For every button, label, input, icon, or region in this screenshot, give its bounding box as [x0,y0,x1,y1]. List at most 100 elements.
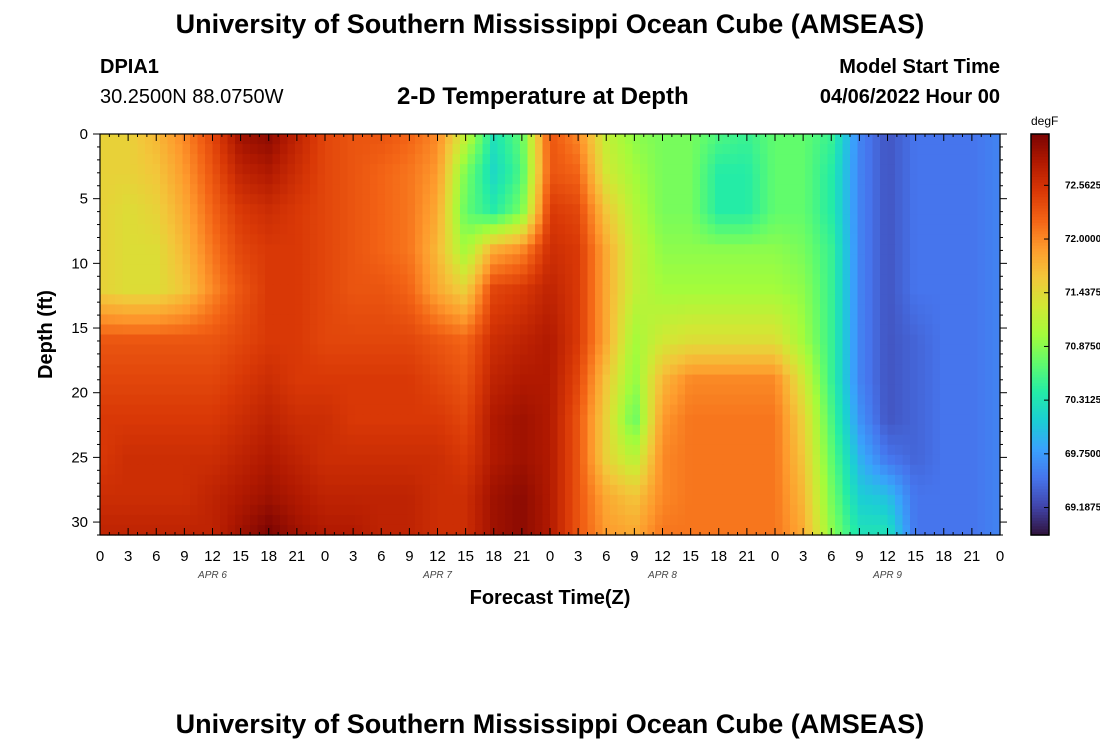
heatmap-cell [100,254,109,265]
heatmap-cell [797,184,806,195]
heatmap-cell [130,244,139,255]
heatmap-cell [865,474,874,486]
heatmap-cell [190,244,199,255]
heatmap-cell [137,214,146,225]
heatmap-cell [415,294,424,306]
heatmap-cell [467,404,476,416]
heatmap-cell [842,384,851,396]
heatmap-cell [730,154,739,165]
heatmap-cell [872,444,881,456]
heatmap-cell [715,204,724,215]
heatmap-cell [760,354,769,366]
heatmap-cell [377,284,386,295]
heatmap-cell [437,214,446,225]
heatmap-cell [385,194,394,205]
heatmap-cell [332,524,341,536]
heatmap-cell [107,164,116,175]
heatmap-cell [347,294,356,306]
heatmap-cell [985,524,994,536]
heatmap-cell [265,194,274,205]
heatmap-cell [880,274,889,285]
heatmap-cell [827,254,836,265]
heatmap-cell [985,414,994,426]
heatmap-cell [842,264,851,275]
heatmap-cell [602,344,611,356]
heatmap-cell [400,144,409,155]
heatmap-cell [797,294,806,306]
heatmap-cell [437,404,446,416]
heatmap-cell [917,194,926,205]
heatmap-cell [782,324,791,336]
heatmap-cell [865,134,874,145]
heatmap-cell [565,284,574,295]
heatmap-cell [790,404,799,416]
heatmap-cell [317,504,326,516]
heatmap-cell [737,494,746,506]
heatmap-cell [842,364,851,376]
heatmap-cell [355,214,364,225]
heatmap-cell [265,234,274,245]
heatmap-cell [422,324,431,336]
heatmap-cell [572,174,581,185]
heatmap-cell [182,314,191,326]
heatmap-cell [317,224,326,235]
heatmap-cell [250,494,259,506]
heatmap-cell [812,364,821,376]
heatmap-cell [745,384,754,396]
heatmap-cell [632,434,641,446]
heatmap-cell [377,254,386,265]
heatmap-cell [310,144,319,155]
heatmap-cell [475,174,484,185]
heatmap-cell [137,334,146,346]
heatmap-cell [512,194,521,205]
heatmap-cell [137,474,146,486]
heatmap-cell [932,214,941,225]
heatmap-cell [992,254,1001,265]
heatmap-cell [505,304,514,316]
heatmap-cell [872,294,881,306]
heatmap-cell [490,354,499,366]
heatmap-cell [295,374,304,386]
heatmap-cell [265,454,274,466]
heatmap-cell [625,474,634,486]
heatmap-cell [407,404,416,416]
heatmap-cell [887,214,896,225]
heatmap-cell [287,174,296,185]
heatmap-cell [280,144,289,155]
heatmap-cell [370,494,379,506]
heatmap-cell [715,154,724,165]
heatmap-cell [430,464,439,476]
heatmap-cell [295,354,304,366]
heatmap-cell [715,434,724,446]
heatmap-cell [452,194,461,205]
heatmap-cell [160,454,169,466]
heatmap-cell [512,374,521,386]
heatmap-cell [827,214,836,225]
heatmap-cell [362,504,371,516]
heatmap-cell [445,524,454,536]
heatmap-cell [235,434,244,446]
heatmap-cell [407,414,416,426]
heatmap-cell [670,374,679,386]
heatmap-cell [805,514,814,526]
heatmap-cell [610,434,619,446]
heatmap-cell [662,464,671,476]
heatmap-cell [505,154,514,165]
heatmap-cell [940,174,949,185]
heatmap-cell [445,484,454,496]
heatmap-cell [175,164,184,175]
heatmap-cell [347,514,356,526]
heatmap-cell [152,404,161,416]
heatmap-cell [685,414,694,426]
heatmap-cell [512,184,521,195]
heatmap-cell [557,474,566,486]
heatmap-cell [445,154,454,165]
heatmap-cell [197,204,206,215]
heatmap-cell [242,224,251,235]
heatmap-cell [437,394,446,406]
heatmap-cell [977,354,986,366]
heatmap-cell [685,184,694,195]
heatmap-cell [137,464,146,476]
heatmap-cell [992,214,1001,225]
heatmap-cell [212,414,221,426]
